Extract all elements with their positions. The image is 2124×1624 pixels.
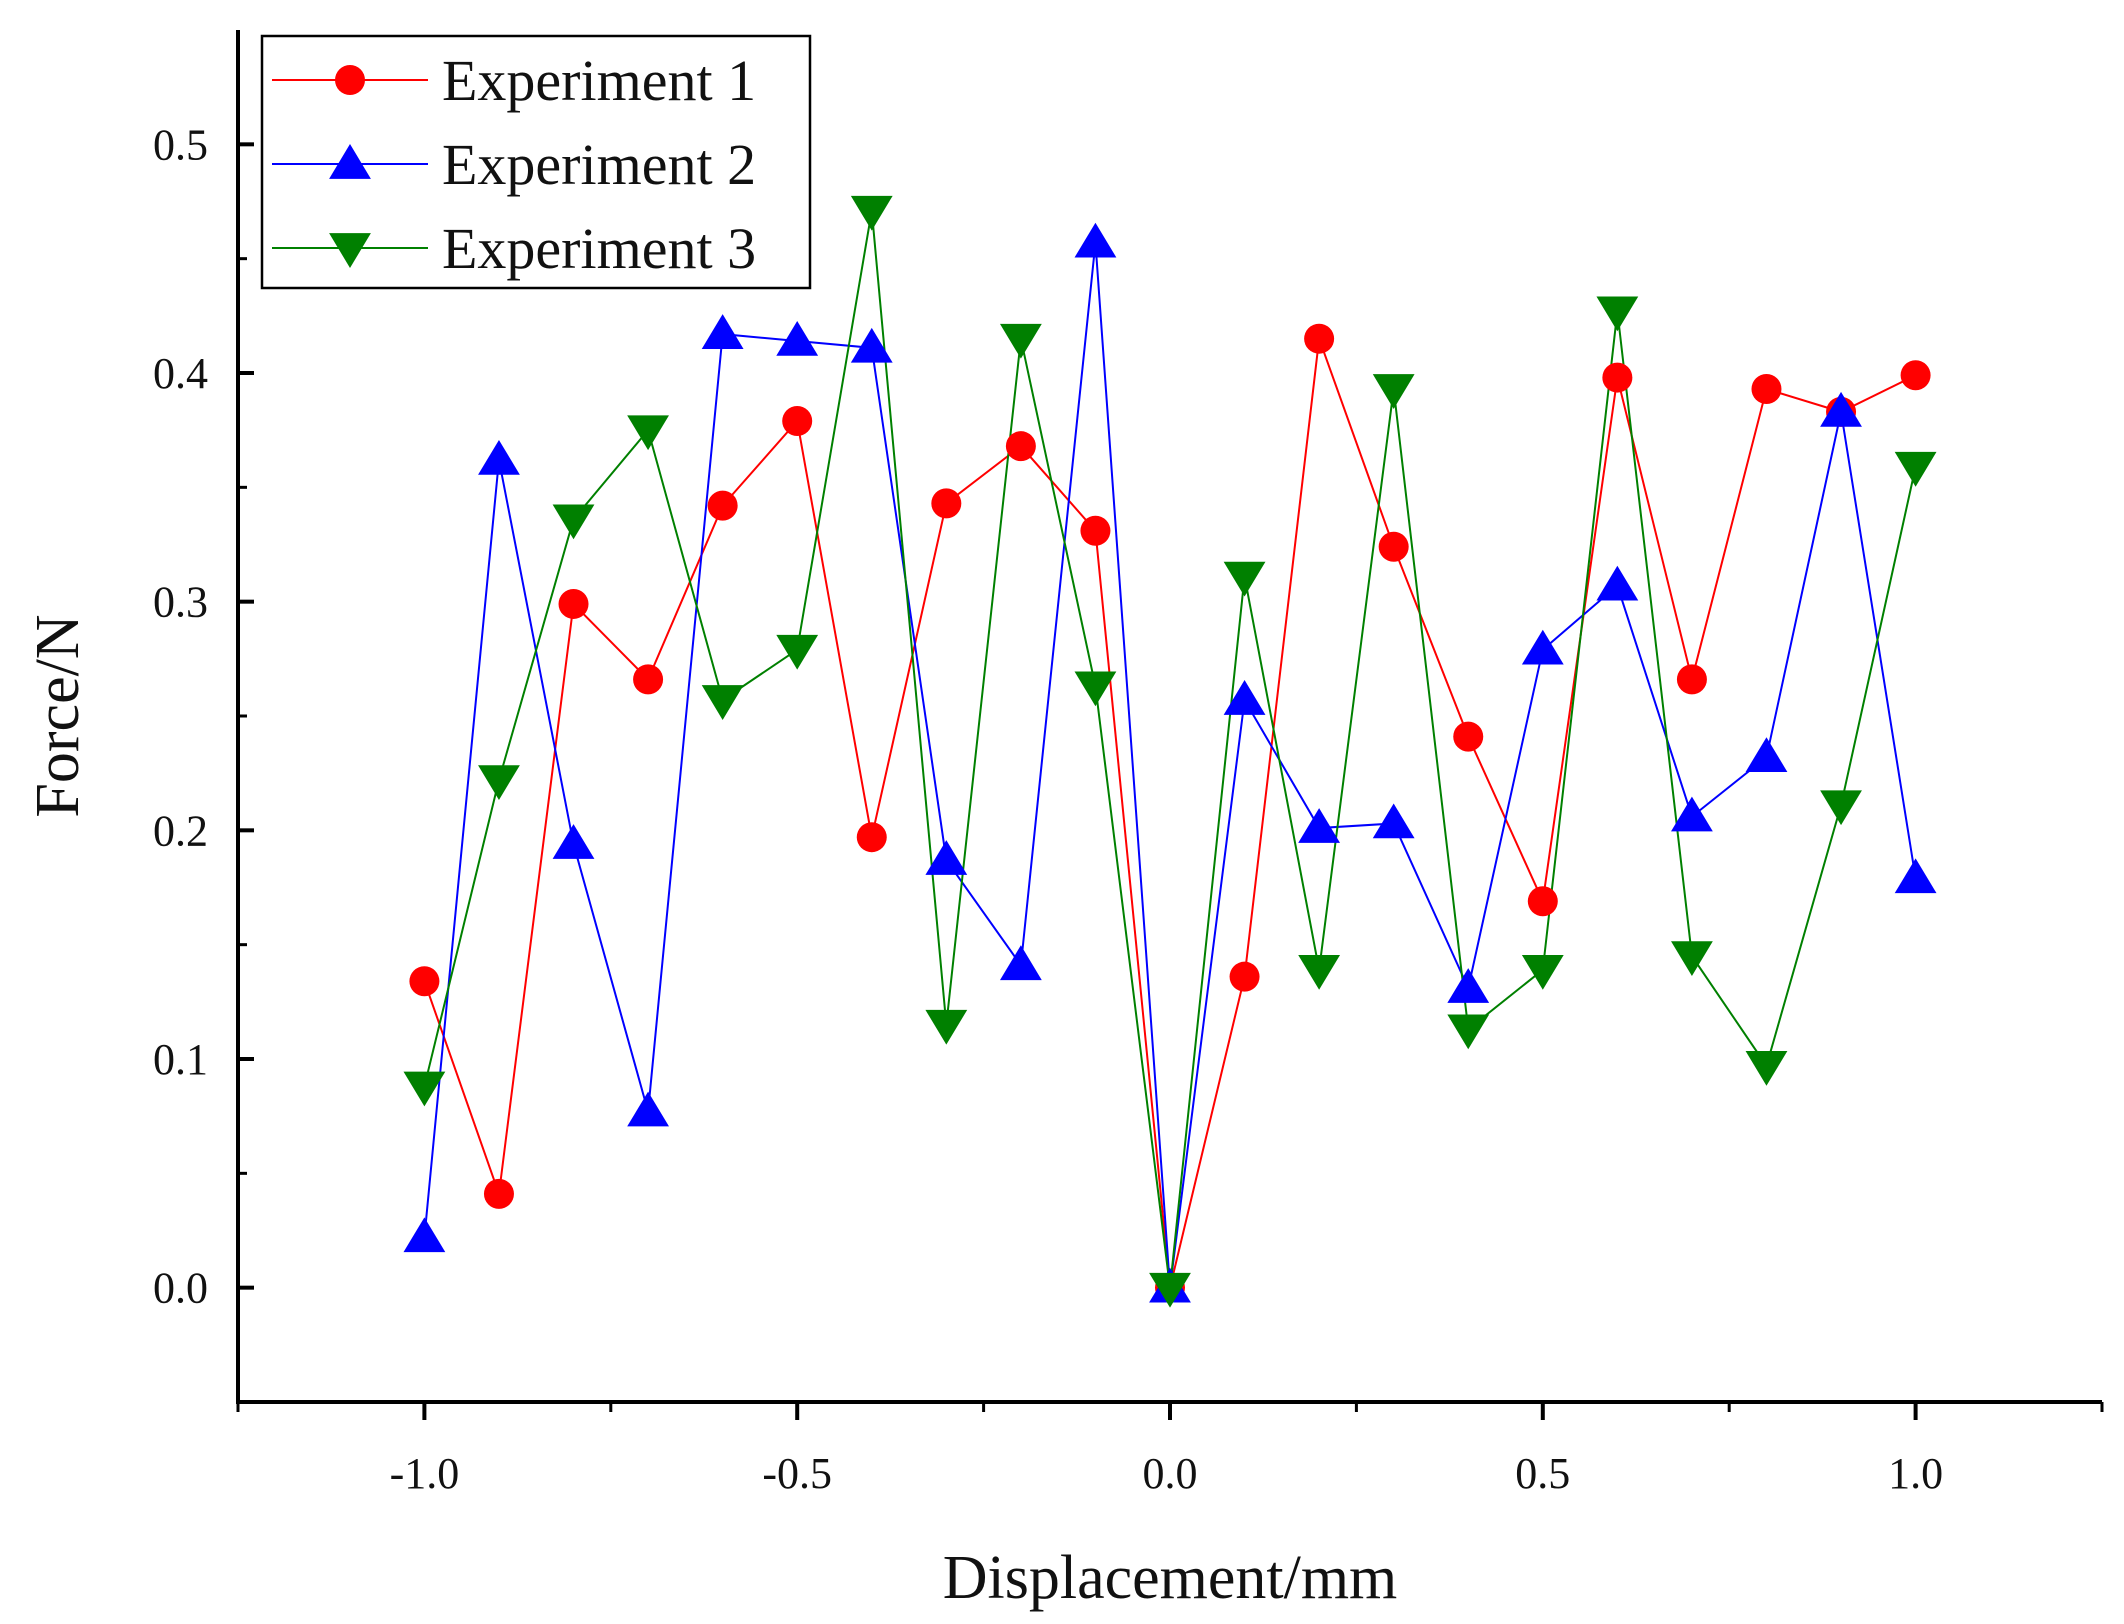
data-point-experiment-3 [1745,1051,1788,1086]
data-point-experiment-3 [701,685,744,720]
x-tick-label: 0.5 [1515,1449,1570,1498]
data-point-experiment-1 [1676,664,1707,695]
data-point-experiment-2 [1298,808,1341,843]
x-tick-label: -1.0 [390,1449,460,1498]
data-point-experiment-2 [552,824,595,859]
data-point-experiment-1 [1453,721,1484,752]
x-tick-label: 1.0 [1888,1449,1943,1498]
legend-item-experiment-2: Experiment 2 [272,132,756,197]
data-point-experiment-2 [1745,737,1788,772]
data-point-experiment-3 [1820,790,1862,826]
series-points-experiment-3 [403,195,1937,1308]
series-markers [403,195,1937,1308]
y-tick-label: 0.3 [153,578,208,627]
data-point-experiment-2 [1074,222,1117,258]
data-point-experiment-3 [999,323,1042,359]
legend-marker-experiment-3 [329,233,371,268]
data-point-experiment-2 [1372,803,1415,839]
series-layer [403,195,1937,1308]
data-point-experiment-2 [925,840,968,875]
series-points-experiment-2 [403,222,1937,1303]
data-point-experiment-1 [856,822,887,853]
data-point-experiment-3 [627,415,669,451]
y-tick-label: 0.2 [153,806,208,855]
data-point-experiment-1 [1304,323,1335,354]
data-point-experiment-2 [1894,858,1937,894]
data-point-experiment-1 [1080,515,1111,546]
data-point-experiment-1 [782,406,813,437]
x-tick-label: -0.5 [762,1449,832,1498]
data-point-experiment-2 [478,439,520,475]
data-point-experiment-2 [850,327,893,363]
legend-marker-experiment-1 [335,65,365,95]
data-point-experiment-2 [701,314,744,349]
data-point-experiment-3 [552,504,595,540]
data-point-experiment-3 [925,1009,968,1045]
data-point-experiment-3 [850,195,893,231]
data-point-experiment-3 [1074,671,1117,707]
data-point-experiment-1 [633,664,664,695]
legend-marker-experiment-2 [329,144,371,179]
x-axis-title: Displacement/mm [943,1544,1398,1612]
y-tick-label: 0.1 [153,1035,208,1084]
data-point-experiment-3 [1521,955,1564,990]
legend-label-experiment-2: Experiment 2 [442,132,756,197]
data-point-experiment-1 [1005,431,1036,462]
data-point-experiment-1 [1229,961,1260,992]
data-point-experiment-2 [1820,391,1862,427]
data-point-experiment-2 [627,1091,669,1127]
data-point-experiment-1 [409,966,440,997]
y-tick-label: 0.4 [153,349,208,398]
data-point-experiment-2 [999,945,1042,981]
y-tick-label: 0.0 [153,1264,208,1313]
data-point-experiment-2 [1596,565,1639,601]
data-point-experiment-3 [1149,1272,1191,1308]
x-tick-label: 0.0 [1143,1449,1198,1498]
legend-label-experiment-1: Experiment 1 [442,48,756,113]
series-points-experiment-1 [409,323,1931,1303]
data-point-experiment-1 [1602,362,1633,393]
data-point-experiment-3 [1298,955,1341,990]
data-point-experiment-2 [1223,680,1266,715]
legend-item-experiment-3: Experiment 3 [272,216,756,281]
x-ticks: -1.0 -0.5 0.0 0.5 1.0 [236,1402,2104,1498]
data-point-experiment-1 [483,1178,514,1209]
legend: Experiment 1 Experiment 2 Experiment 3 [260,34,812,290]
data-point-experiment-1 [707,490,738,521]
y-ticks: 0.0 0.1 0.2 0.3 0.4 0.5 [153,120,254,1404]
data-point-experiment-1 [558,588,589,619]
data-point-experiment-3 [776,634,819,670]
legend-label-experiment-3: Experiment 3 [442,216,756,281]
data-point-experiment-1 [1900,360,1931,391]
data-point-experiment-1 [1378,531,1409,562]
y-tick-label: 0.5 [153,120,208,169]
y-axis-title: Force/N [24,614,92,817]
data-point-experiment-2 [1447,968,1490,1003]
data-point-experiment-3 [1596,296,1639,332]
data-point-experiment-3 [1223,561,1266,597]
data-point-experiment-1 [1751,374,1782,405]
data-point-experiment-3 [1894,451,1937,487]
data-point-experiment-3 [403,1071,446,1107]
data-point-experiment-3 [1671,941,1713,977]
data-point-experiment-1 [931,488,962,519]
data-point-experiment-3 [1447,1014,1490,1050]
data-point-experiment-2 [1671,796,1713,832]
data-point-experiment-2 [1521,629,1564,665]
data-point-experiment-3 [478,765,520,800]
legend-item-experiment-1: Experiment 1 [272,48,756,113]
data-point-experiment-3 [1372,374,1415,409]
data-point-experiment-1 [1527,886,1558,917]
data-point-experiment-2 [403,1217,446,1253]
data-point-experiment-2 [776,321,819,356]
